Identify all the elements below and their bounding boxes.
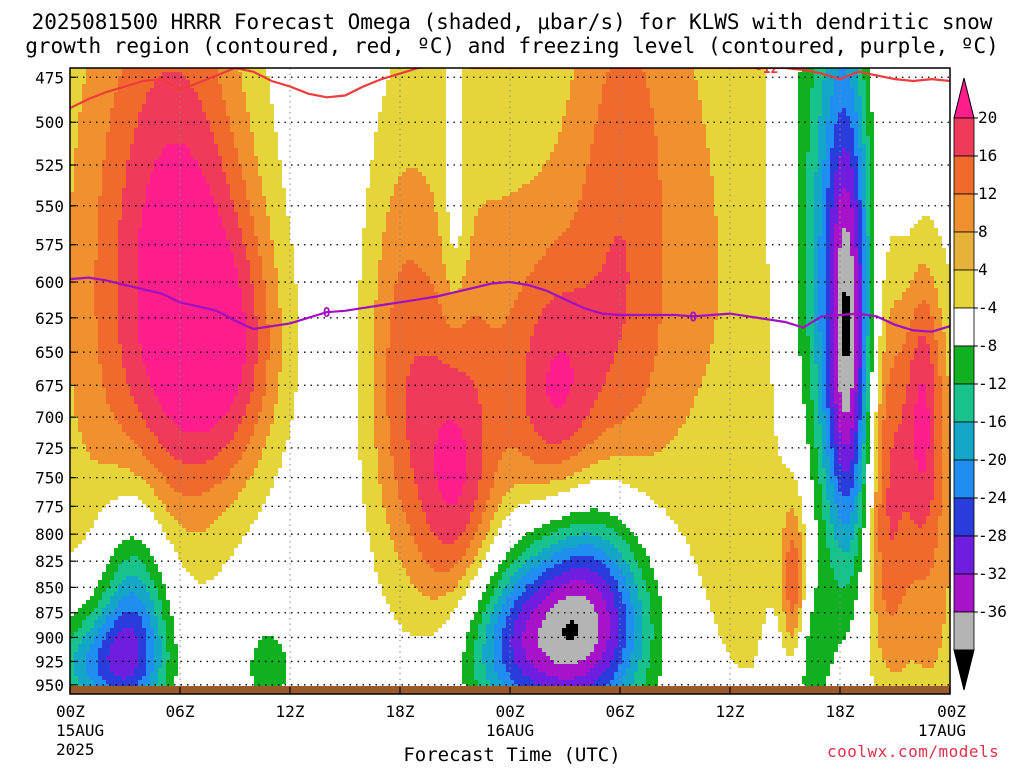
freezing-level-contour-label: 0 — [323, 306, 331, 321]
colorbar-label: -28 — [978, 526, 1007, 545]
x-tick-label: 12Z — [276, 702, 305, 721]
colorbar-legend: 20 16 12 8 4 -4 -8 -12 -16 -20 -24 -28 -32 -36 — [954, 78, 1007, 690]
colorbar-segment — [954, 498, 974, 536]
colorbar-segment — [954, 384, 974, 422]
x-tick-label: 00Z — [56, 702, 85, 721]
y-tick-label: 850 — [35, 578, 64, 597]
colorbar-label: 20 — [978, 108, 997, 127]
colorbar-segment — [954, 422, 974, 460]
y-tick-label: 600 — [35, 273, 64, 292]
colorbar-label: -24 — [978, 488, 1007, 507]
dgz-contour-label: -12 — [755, 62, 778, 77]
y-tick-label: 700 — [35, 408, 64, 427]
colorbar-label: 12 — [978, 184, 997, 203]
y-tick-label: 650 — [35, 343, 64, 362]
y-tick-label: 625 — [35, 309, 64, 328]
colorbar-segment — [954, 574, 974, 612]
y-tick-label: 750 — [35, 469, 64, 488]
y-tick-label: 475 — [35, 68, 64, 87]
y-tick-label: 525 — [35, 156, 64, 175]
colorbar-segment — [954, 194, 974, 232]
y-tick-label: 500 — [35, 113, 64, 132]
y-tick-label: 825 — [35, 552, 64, 571]
x-tick-label: 06Z — [166, 702, 195, 721]
colorbar-segment — [954, 346, 974, 384]
colorbar-segment — [954, 308, 974, 346]
colorbar-segment — [954, 536, 974, 574]
x-tick-label: 00Z — [937, 702, 966, 721]
y-tick-label: 950 — [35, 676, 64, 695]
colorbar-label: 8 — [978, 222, 988, 241]
freezing-level-contour-label: 0 — [689, 310, 697, 325]
colorbar-label: 16 — [978, 146, 997, 165]
colorbar-segment — [954, 232, 974, 270]
colorbar-label: -12 — [978, 374, 1007, 393]
y-tick-label: 925 — [35, 652, 64, 671]
x-tick-label: 12Z — [716, 702, 745, 721]
colorbar-bottom-arrow — [954, 650, 974, 690]
colorbar-segment — [954, 270, 974, 308]
y-tick-label: 575 — [35, 236, 64, 255]
y-tick-label: 550 — [35, 197, 64, 216]
colorbar-top-arrow — [954, 78, 974, 118]
colorbar-segment — [954, 460, 974, 498]
colorbar-segment — [954, 118, 974, 156]
y-tick-label: 800 — [35, 525, 64, 544]
colorbar-label: -8 — [978, 336, 997, 355]
site-credit: coolwx.com/models — [827, 742, 999, 761]
colorbar-label: -16 — [978, 412, 1007, 431]
colorbar-label: -36 — [978, 602, 1007, 621]
x-tick-label: 18Z — [386, 702, 415, 721]
colorbar-segment — [954, 612, 974, 650]
x-tick-label: 00Z — [496, 702, 525, 721]
x-tick-date: 17AUG — [918, 721, 966, 740]
x-tick-date: 16AUG — [486, 721, 534, 740]
y-tick-label: 900 — [35, 628, 64, 647]
y-tick-label: 725 — [35, 439, 64, 458]
colorbar-segment — [954, 156, 974, 194]
x-tick-date: 15AUG — [56, 721, 104, 740]
x-tick-label: 18Z — [826, 702, 855, 721]
x-tick-label: 06Z — [606, 702, 635, 721]
colorbar-label: -32 — [978, 564, 1007, 583]
y-tick-label: 875 — [35, 604, 64, 623]
y-tick-label: 775 — [35, 497, 64, 516]
colorbar-label: -4 — [978, 298, 997, 317]
colorbar-label: -20 — [978, 450, 1007, 469]
colorbar-label: 4 — [978, 260, 988, 279]
y-tick-label: 675 — [35, 376, 64, 395]
